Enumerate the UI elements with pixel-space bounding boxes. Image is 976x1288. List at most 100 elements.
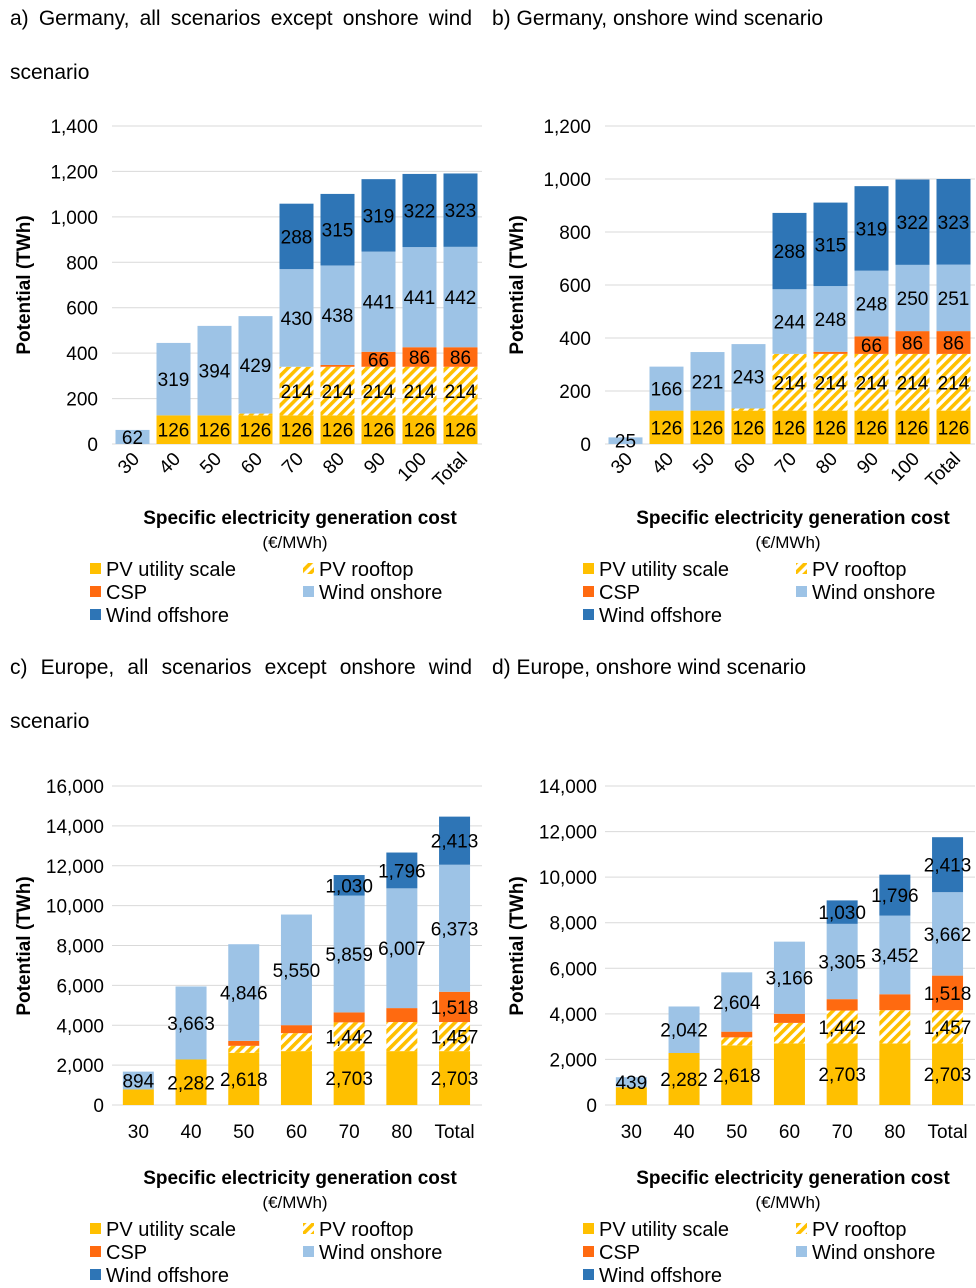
- chart-b-data-label: 248: [815, 310, 847, 331]
- chart-b-legend-swatch-wind-onshore: [796, 586, 807, 597]
- chart-a-bar-pv-rooftop-70: [279, 366, 314, 416]
- chart-d-ytick-label: 12,000: [539, 823, 597, 844]
- chart-b-ytick-label: 400: [559, 329, 591, 350]
- chart-a-data-label: 126: [445, 421, 477, 442]
- chart-a-data-label: 430: [281, 309, 313, 330]
- chart-b-data-label: 288: [774, 242, 806, 263]
- chart-b-ytick-label: 1,200: [543, 117, 591, 138]
- chart-b-xtick-label: 50: [689, 449, 719, 479]
- chart-b-legend-swatch-pv-rooftop: [796, 563, 807, 574]
- chart-a-xlabel: Specific electricity generation cost: [143, 508, 457, 529]
- chart-d-data-label: 2,282: [660, 1070, 708, 1091]
- chart-c-legend-swatch-pv-utility-scale: [90, 1223, 101, 1234]
- chart-c-data-label: 1,796: [378, 861, 426, 882]
- chart-d-xtick-label: 70: [832, 1122, 853, 1143]
- chart-b-bar-wind-offshore-80: [813, 202, 848, 287]
- chart-a-bar-pv-rooftop-90: [361, 366, 396, 416]
- chart-c-bar-pv-utility-scale-40: [175, 1059, 207, 1105]
- chart-b-xtick-label: 30: [607, 449, 637, 479]
- chart-a-bar-wind-onshore-60: [238, 316, 273, 414]
- chart-a-bar-wind-onshore-80: [320, 265, 355, 365]
- chart-a-bar-wind-offshore-80: [320, 193, 355, 266]
- chart-b-legend-swatch-wind-offshore: [583, 609, 594, 620]
- chart-b-legend-label-csp: CSP: [599, 582, 640, 604]
- chart-b-data-label: 323: [938, 213, 970, 234]
- chart-b-bar-csp-total: [936, 331, 971, 354]
- chart-c-ytick-label: 0: [93, 1096, 104, 1117]
- chart-d-bar-csp-total: [932, 975, 964, 1011]
- chart-d-bar-pv-utility-scale-50: [721, 1045, 753, 1105]
- chart-d-bar-wind-onshore-50: [721, 972, 753, 1032]
- chart-b-bar-wind-onshore-50: [690, 352, 725, 411]
- chart-a-xtick-label: 60: [237, 449, 267, 479]
- chart-d-data-label: 3,662: [924, 925, 972, 946]
- chart-a-ytick-label: 800: [66, 253, 98, 274]
- chart-a-data-label: 441: [404, 288, 436, 309]
- chart-b-bar-pv-utility-scale-50: [690, 410, 725, 444]
- chart-b-data-label: 214: [938, 373, 970, 394]
- chart-a-ytick-label: 1,200: [50, 162, 98, 183]
- chart-a-data-label: 315: [322, 221, 354, 242]
- chart-c-ytick-label: 10,000: [46, 897, 104, 918]
- chart-a-bar-wind-offshore-70: [279, 203, 314, 270]
- chart-d-bar-csp-70: [826, 999, 858, 1011]
- chart-a-data-label: 319: [363, 206, 395, 227]
- chart-b-data-label: 166: [651, 380, 683, 401]
- chart-d-bar-pv-utility-scale-80: [879, 1043, 911, 1105]
- chart-a-bar-csp-80: [320, 364, 355, 367]
- chart-d-bar-pv-rooftop-50: [721, 1037, 753, 1046]
- chart-b-data-label: 319: [856, 219, 888, 240]
- chart-a-legend-swatch-csp: [90, 586, 101, 597]
- chart-b-data-label: 25: [615, 432, 636, 453]
- chart-a-bar-csp-100: [402, 347, 437, 367]
- chart-c-bar-csp-70: [333, 1012, 365, 1023]
- chart-b-bar-wind-onshore-60: [731, 344, 766, 409]
- chart-a-bar-wind-offshore-90: [361, 179, 396, 252]
- chart-c-bar-wind-onshore-40: [175, 986, 207, 1060]
- chart-a-bar-wind-onshore-70: [279, 269, 314, 367]
- chart-b-data-label: 126: [897, 418, 929, 439]
- chart-c-bar-wind-offshore-80: [386, 852, 418, 889]
- chart-a-bar-wind-offshore-total: [443, 173, 478, 247]
- chart-d-data-label: 1,457: [924, 1018, 972, 1039]
- chart-d-legend-swatch-wind-onshore: [796, 1246, 807, 1257]
- chart-d-legend-label-wind-offshore: Wind offshore: [599, 1265, 722, 1287]
- chart-a-bar-pv-utility-scale-50: [197, 415, 232, 444]
- chart-c-xtick-label: 40: [180, 1122, 201, 1143]
- chart-a-legend-label-pv-rooftop: PV rooftop: [319, 559, 414, 581]
- chart-c-bar-wind-onshore-50: [228, 944, 260, 1041]
- chart-c-bar-pv-rooftop-50: [228, 1045, 260, 1053]
- chart-c-legend-swatch-pv-rooftop: [303, 1223, 314, 1234]
- chart-d-data-label: 1,030: [818, 903, 866, 924]
- chart-b-title: b) Germany, onshore wind scenario: [492, 7, 824, 30]
- chart-c-data-label: 5,550: [273, 961, 321, 982]
- chart-d-data-label: 2,618: [713, 1066, 761, 1087]
- chart-c-data-label: 894: [122, 1072, 154, 1093]
- chart-b-bar-wind-offshore-70: [772, 212, 807, 290]
- chart-a-xtick-label: 70: [278, 449, 308, 479]
- chart-b-xtick-label: 40: [648, 449, 678, 479]
- chart-b-legend-label-pv-utility-scale: PV utility scale: [599, 559, 729, 581]
- chart-a-ytick-label: 0: [87, 435, 98, 456]
- chart-c-xtick-label: 70: [339, 1122, 360, 1143]
- chart-b-bar-csp-80: [813, 351, 848, 354]
- chart-b-bar-wind-onshore-100: [895, 264, 930, 332]
- chart-b-bar-csp-100: [895, 331, 930, 354]
- chart-b-xunit: (€/MWh): [755, 533, 820, 552]
- chart-d-legend-swatch-wind-offshore: [583, 1269, 594, 1280]
- chart-d-data-label: 1,518: [924, 984, 972, 1005]
- chart-c-bar-pv-rooftop-80: [386, 1022, 418, 1052]
- chart-a-legend-label-csp: CSP: [106, 582, 147, 604]
- chart-a-bar-pv-rooftop-60: [238, 413, 273, 416]
- chart-b-bar-csp-90: [854, 336, 889, 354]
- chart-b-bar-wind-offshore-total: [936, 179, 971, 265]
- chart-b-bar-pv-utility-scale-100: [895, 410, 930, 444]
- chart-b-data-label: 126: [856, 418, 888, 439]
- chart-b-legend-label-pv-rooftop: PV rooftop: [812, 559, 907, 581]
- chart-b-data-label: 214: [815, 373, 847, 394]
- chart-a-bar-pv-utility-scale-40: [156, 415, 191, 444]
- chart-d-xtick-label: Total: [927, 1122, 967, 1143]
- chart-d-ytick-label: 2,000: [549, 1050, 597, 1071]
- chart-c-ytick-label: 2,000: [56, 1056, 104, 1077]
